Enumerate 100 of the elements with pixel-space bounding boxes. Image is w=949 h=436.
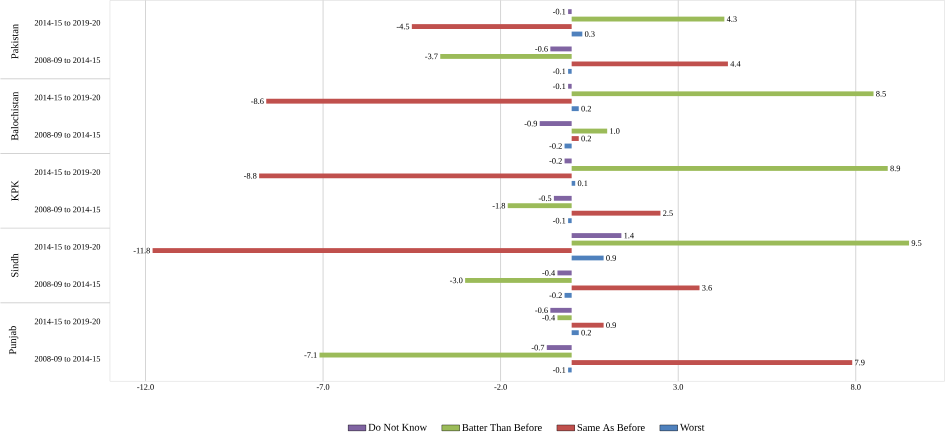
bar (572, 128, 608, 134)
bar (540, 121, 572, 126)
bar (572, 180, 576, 186)
y-tick-label: 2008-09 to 2014-15 (34, 57, 100, 63)
data-label: -3.0 (450, 277, 463, 284)
data-label: 0.2 (581, 136, 591, 142)
data-label: 1.4 (624, 232, 634, 238)
bar (572, 136, 579, 141)
bar (572, 106, 579, 111)
x-tick-label: -7.0 (316, 384, 330, 390)
bar (564, 143, 572, 148)
y-tick-label: 2008-09 to 2014-15 (34, 206, 100, 212)
data-label: -0.2 (549, 143, 562, 149)
y-tick-label: 2014-15 to 2019-20 (34, 318, 100, 324)
bar (572, 360, 852, 365)
bar (572, 16, 724, 22)
bar (564, 158, 572, 164)
data-label: 0.2 (581, 330, 591, 336)
bar (572, 322, 604, 328)
bar (550, 308, 572, 313)
y-tick-label: 2008-09 to 2014-15 (34, 356, 100, 362)
data-label: -1.8 (492, 202, 506, 208)
bar (572, 255, 604, 260)
data-label: -8.6 (251, 98, 264, 104)
data-label: -0.1 (552, 83, 566, 89)
bar (550, 46, 572, 52)
text: Punjab (8, 326, 18, 354)
data-label: -0.4 (542, 270, 556, 276)
x-tick-label: -2.0 (494, 384, 507, 390)
bar (557, 270, 572, 276)
data-label: 8.9 (890, 165, 900, 172)
x-tick-label: -12.0 (137, 384, 154, 390)
text: Pakistan (10, 24, 18, 59)
bar (320, 352, 572, 358)
bar (152, 248, 572, 253)
data-label: 0.1 (578, 180, 588, 186)
legend-label: Batter Than Before (462, 423, 542, 431)
data-label: -8.8 (244, 172, 257, 179)
data-label: 4.3 (726, 16, 737, 22)
bar (568, 9, 572, 14)
x-tick-label: 8.0 (850, 384, 861, 390)
data-label: -0.7 (532, 344, 544, 350)
data-label: -0.2 (549, 292, 562, 298)
data-label: 7.9 (855, 360, 865, 366)
bar (508, 203, 572, 208)
bar (572, 91, 874, 96)
bar (572, 240, 910, 246)
data-label: 0.3 (584, 31, 595, 37)
bar (266, 98, 572, 104)
data-label: -0.6 (535, 46, 548, 52)
bar (546, 345, 572, 350)
bar (572, 166, 888, 171)
text: Sindh (10, 253, 18, 277)
data-label: -0.9 (524, 120, 538, 126)
data-label: -3.7 (425, 53, 438, 60)
y-tick-label: 2014-15 to 2019-20 (34, 244, 100, 250)
data-label: -0.1 (552, 367, 566, 373)
legend-label: Same As Before (578, 423, 645, 431)
text: KPK (11, 180, 18, 201)
bar (572, 330, 579, 335)
bar (568, 84, 572, 89)
data-label: -0.1 (552, 218, 566, 224)
data-label: 0.9 (606, 255, 616, 261)
bar (572, 61, 728, 66)
bar (572, 285, 700, 290)
bar (465, 278, 572, 283)
data-label: 1.0 (610, 128, 620, 134)
bar (412, 24, 572, 29)
y-tick-label: 2014-15 to 2019-20 (34, 94, 100, 100)
bar (568, 68, 572, 74)
data-label: 4.4 (730, 60, 740, 66)
data-label: 0.2 (581, 106, 591, 112)
data-label: -0.1 (552, 68, 566, 74)
y-tick-label: 2014-15 to 2019-20 (34, 20, 100, 26)
bar (440, 54, 572, 59)
bar (259, 173, 572, 178)
data-label: -11.8 (134, 248, 150, 254)
text: Balochistan (10, 92, 18, 140)
y-tick-label: 2008-09 to 2014-15 (34, 281, 100, 287)
data-label: 8.5 (876, 90, 886, 96)
data-label: -0.2 (549, 158, 562, 164)
bar (557, 315, 572, 320)
data-label: 9.5 (912, 240, 922, 246)
bar (572, 31, 582, 36)
data-label: -0.6 (535, 307, 548, 313)
bar (568, 218, 572, 223)
data-label: 0.9 (606, 322, 616, 328)
y-tick-label: 2008-09 to 2014-15 (34, 132, 100, 138)
legend-label: Do Not Know (368, 424, 428, 431)
data-label: -0.1 (552, 8, 566, 14)
data-label: -0.5 (538, 195, 552, 201)
data-label: 2.5 (663, 210, 673, 216)
bar (572, 210, 660, 216)
bar (572, 233, 622, 238)
bar (554, 196, 572, 201)
legend-label: Worst (680, 424, 704, 431)
bar (568, 367, 572, 372)
data-label: -7.1 (304, 352, 317, 358)
data-label: -0.4 (542, 314, 556, 320)
data-label: 3.6 (702, 284, 712, 291)
